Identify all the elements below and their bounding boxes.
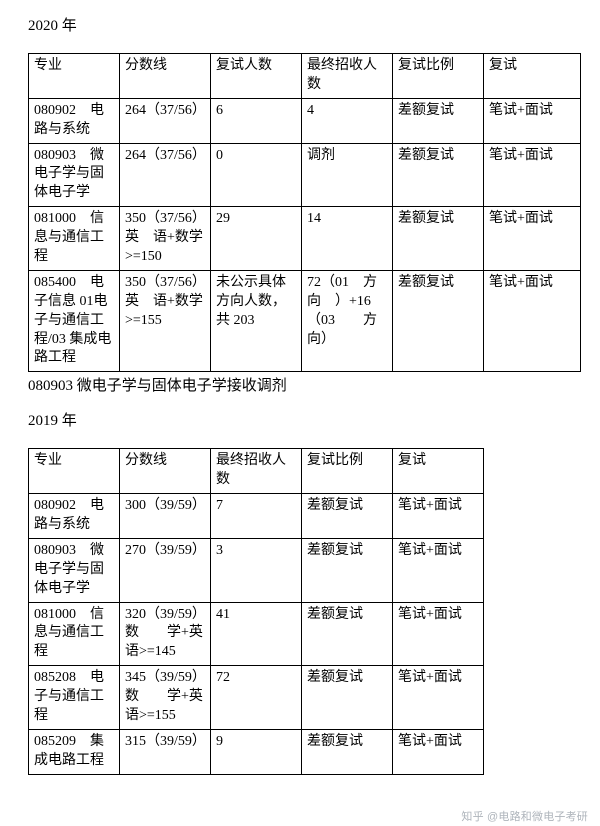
cell: 085209 集成电路工程 [29, 729, 120, 774]
cell: 笔试+面试 [484, 98, 581, 143]
col-header: 分数线 [120, 449, 211, 494]
cell: 3 [211, 538, 302, 602]
year-2019-heading: 2019 年 [28, 409, 580, 430]
cell: 72 [211, 666, 302, 730]
table-row: 080902 电路与系统 264（37/56） 6 4 差额复试 笔试+面试 [29, 98, 581, 143]
cell: 差额复试 [393, 270, 484, 371]
table-2019: 专业 分数线 最终招收人数 复试比例 复试 080902 电路与系统 300（3… [28, 448, 484, 774]
cell: 差额复试 [302, 666, 393, 730]
cell: 080902 电路与系统 [29, 98, 120, 143]
col-header: 专业 [29, 54, 120, 99]
cell: 264（37/56） [120, 98, 211, 143]
cell: 差额复试 [393, 143, 484, 207]
table-row: 080902 电路与系统 300（39/59） 7 差额复试 笔试+面试 [29, 494, 484, 539]
cell: 081000 信息与通信工程 [29, 602, 120, 666]
cell: 72（01 方向 ）+16（03 方向） [302, 270, 393, 371]
col-header: 分数线 [120, 54, 211, 99]
cell: 4 [302, 98, 393, 143]
cell: 笔试+面试 [393, 666, 484, 730]
cell: 差额复试 [302, 494, 393, 539]
cell: 264（37/56） [120, 143, 211, 207]
cell: 320（39/59）数 学+英语>=145 [120, 602, 211, 666]
col-header: 复试 [393, 449, 484, 494]
cell: 085400 电子信息 01电子与通信工程/03 集成电路工程 [29, 270, 120, 371]
cell: 笔试+面试 [484, 207, 581, 271]
cell: 6 [211, 98, 302, 143]
table-row: 081000 信息与通信工程 350（37/56）英 语+数学>=150 29 … [29, 207, 581, 271]
table-row: 080903 微电子学与固体电子学 270（39/59） 3 差额复试 笔试+面… [29, 538, 484, 602]
cell: 笔试+面试 [393, 729, 484, 774]
col-header: 复试 [484, 54, 581, 99]
cell: 080903 微电子学与固体电子学 [29, 538, 120, 602]
cell: 笔试+面试 [393, 494, 484, 539]
cell: 345（39/59）数 学+英语>=155 [120, 666, 211, 730]
col-header: 最终招收人数 [302, 54, 393, 99]
cell: 300（39/59） [120, 494, 211, 539]
cell: 29 [211, 207, 302, 271]
cell: 315（39/59） [120, 729, 211, 774]
cell: 未公示具体方向人数，共 203 [211, 270, 302, 371]
table-row: 专业 分数线 最终招收人数 复试比例 复试 [29, 449, 484, 494]
note-2020: 080903 微电子学与固体电子学接收调剂 [28, 374, 580, 395]
cell: 笔试+面试 [484, 143, 581, 207]
cell: 差额复试 [302, 538, 393, 602]
cell: 9 [211, 729, 302, 774]
table-row: 081000 信息与通信工程 320（39/59）数 学+英语>=145 41 … [29, 602, 484, 666]
cell: 270（39/59） [120, 538, 211, 602]
cell: 085208 电子与通信工程 [29, 666, 120, 730]
cell: 笔试+面试 [393, 602, 484, 666]
table-row: 专业 分数线 复试人数 最终招收人数 复试比例 复试 [29, 54, 581, 99]
table-row: 085208 电子与通信工程 345（39/59）数 学+英语>=155 72 … [29, 666, 484, 730]
col-header: 复试人数 [211, 54, 302, 99]
col-header: 复试比例 [393, 54, 484, 99]
cell: 差额复试 [393, 98, 484, 143]
watermark: 知乎 @电路和微电子考研 [461, 808, 588, 824]
cell: 7 [211, 494, 302, 539]
cell: 080903 微电子学与固体电子学 [29, 143, 120, 207]
cell: 350（37/56）英 语+数学>=155 [120, 270, 211, 371]
cell: 081000 信息与通信工程 [29, 207, 120, 271]
cell: 080902 电路与系统 [29, 494, 120, 539]
table-2020: 专业 分数线 复试人数 最终招收人数 复试比例 复试 080902 电路与系统 … [28, 53, 581, 372]
cell: 调剂 [302, 143, 393, 207]
cell: 350（37/56）英 语+数学>=150 [120, 207, 211, 271]
table-row: 080903 微电子学与固体电子学 264（37/56） 0 调剂 差额复试 笔… [29, 143, 581, 207]
col-header: 复试比例 [302, 449, 393, 494]
col-header: 最终招收人数 [211, 449, 302, 494]
cell: 差额复试 [302, 729, 393, 774]
cell: 41 [211, 602, 302, 666]
cell: 笔试+面试 [393, 538, 484, 602]
cell: 14 [302, 207, 393, 271]
cell: 0 [211, 143, 302, 207]
cell: 差额复试 [302, 602, 393, 666]
table-row: 085400 电子信息 01电子与通信工程/03 集成电路工程 350（37/5… [29, 270, 581, 371]
page: 2020 年 专业 分数线 复试人数 最终招收人数 复试比例 复试 080902… [0, 0, 600, 787]
cell: 差额复试 [393, 207, 484, 271]
cell: 笔试+面试 [484, 270, 581, 371]
table-row: 085209 集成电路工程 315（39/59） 9 差额复试 笔试+面试 [29, 729, 484, 774]
year-2020-heading: 2020 年 [28, 14, 580, 35]
col-header: 专业 [29, 449, 120, 494]
